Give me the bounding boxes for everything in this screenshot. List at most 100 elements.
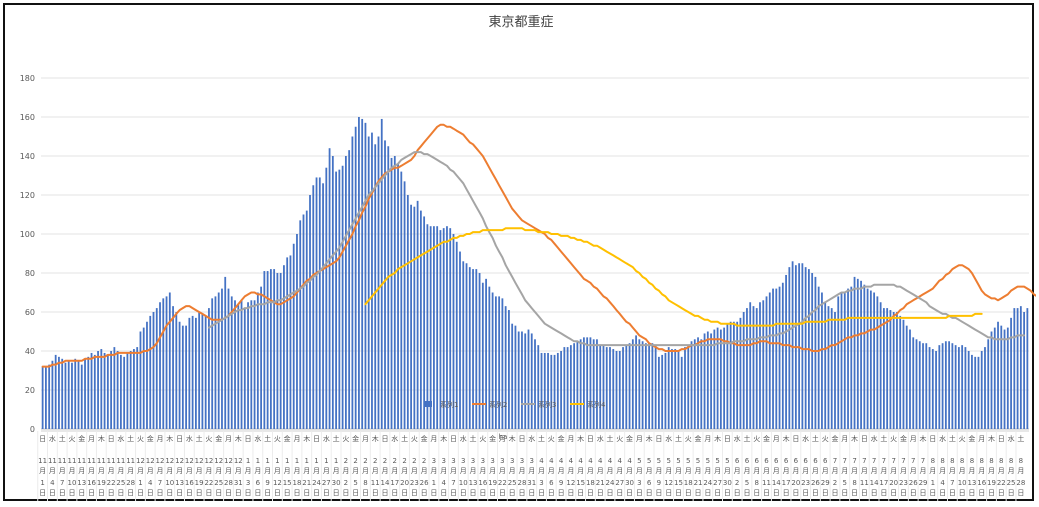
x-tick-day-suffix: 日 xyxy=(411,489,418,497)
bar xyxy=(468,267,471,429)
x-tick-weekday: 金 xyxy=(968,434,975,443)
y-tick-label: 120 xyxy=(20,191,35,200)
x-tick-day-suffix: 日 xyxy=(773,489,780,497)
x-tick-month-suffix: 月 xyxy=(685,467,692,475)
x-tick-month-suffix: 月 xyxy=(108,467,115,475)
bar xyxy=(129,351,132,429)
bar xyxy=(97,351,99,429)
bar xyxy=(263,271,266,429)
x-tick-month-suffix: 月 xyxy=(763,467,770,475)
bar xyxy=(971,354,973,429)
x-tick-day-suffix: 日 xyxy=(176,489,183,497)
x-tick-month: 2 xyxy=(393,457,397,465)
bar xyxy=(759,302,761,429)
x-tick-month-suffix: 月 xyxy=(460,467,467,475)
x-tick-day-suffix: 日 xyxy=(792,489,799,497)
bar xyxy=(384,140,386,429)
y-axis: 0 20 40 60 80 100 120 140 160 180 xyxy=(20,74,35,434)
x-tick-day: 4 xyxy=(441,479,446,487)
bar xyxy=(961,345,964,429)
x-tick-weekday: 日 xyxy=(176,435,183,443)
x-tick-month-suffix: 月 xyxy=(831,467,838,475)
x-tick-day: 13 xyxy=(175,479,184,487)
x-tick-month: 1 xyxy=(275,457,279,465)
x-tick-weekday: 月 xyxy=(841,435,848,443)
x-tick-month-suffix: 月 xyxy=(293,467,300,475)
bar xyxy=(521,331,523,429)
x-tick-day-suffix: 日 xyxy=(743,489,750,497)
x-tick-month-suffix: 月 xyxy=(822,467,829,475)
bar xyxy=(628,343,631,429)
bar xyxy=(152,312,155,429)
bar xyxy=(54,354,57,429)
x-tick-month-suffix: 月 xyxy=(851,467,858,475)
x-tick-day-suffix: 日 xyxy=(900,489,907,497)
bar xyxy=(957,347,960,429)
x-tick-month: 6 xyxy=(735,457,740,465)
bar xyxy=(139,331,142,429)
x-tick-month-suffix: 月 xyxy=(783,467,790,475)
x-tick-weekday: 金 xyxy=(489,434,496,443)
bar xyxy=(863,284,866,429)
bar xyxy=(612,349,615,429)
x-tick-weekday: 日 xyxy=(39,435,46,443)
series-line xyxy=(364,227,983,327)
bar xyxy=(648,343,651,429)
x-tick-month: 1 xyxy=(314,457,318,465)
x-tick-weekday: 火 xyxy=(548,435,555,443)
x-tick-month-suffix: 月 xyxy=(186,467,193,475)
x-tick-day-suffix: 日 xyxy=(372,489,379,497)
bar xyxy=(527,329,530,429)
bar xyxy=(899,315,902,429)
x-tick-day-suffix: 日 xyxy=(783,489,790,497)
bar xyxy=(175,312,178,429)
x-tick-month-suffix: 月 xyxy=(225,467,232,475)
bar xyxy=(918,341,921,429)
x-tick-day-suffix: 日 xyxy=(675,489,682,497)
x-tick-day-suffix: 日 xyxy=(49,489,56,497)
bar xyxy=(984,347,986,429)
x-tick-day-suffix: 日 xyxy=(293,489,300,497)
bar xyxy=(925,343,928,429)
x-tick-month-suffix: 月 xyxy=(567,467,574,475)
bar xyxy=(390,157,393,429)
bar xyxy=(312,185,315,429)
x-tick-day: 11 xyxy=(860,479,869,487)
bar xyxy=(315,177,318,429)
x-tick-day: 6 xyxy=(549,479,554,487)
bar xyxy=(198,312,201,429)
x-tick-month-suffix: 月 xyxy=(430,467,437,475)
x-tick-month: 5 xyxy=(725,457,729,465)
x-tick-month-suffix: 月 xyxy=(978,467,985,475)
bar xyxy=(77,360,80,429)
x-tick-month-suffix: 月 xyxy=(333,467,340,475)
x-tick-month: 3 xyxy=(520,457,524,465)
x-tick-day: 22 xyxy=(107,479,116,487)
x-tick-month: 3 xyxy=(461,457,465,465)
x-tick-month: 11 xyxy=(68,457,77,465)
x-tick-month: 1 xyxy=(285,457,289,465)
bar xyxy=(400,171,403,429)
x-tick-day: 19 xyxy=(488,479,497,487)
x-tick-weekday: 日 xyxy=(724,435,731,443)
x-tick-weekday: 土 xyxy=(949,434,956,443)
bar xyxy=(142,327,145,429)
bar xyxy=(700,339,703,429)
x-tick-month: 7 xyxy=(911,457,915,465)
bar xyxy=(159,302,161,429)
x-tick-month-suffix: 月 xyxy=(1017,467,1024,475)
x-tick-month-suffix: 月 xyxy=(313,467,320,475)
bar xyxy=(90,352,93,429)
x-tick-weekday: 水 xyxy=(117,434,124,443)
chart-title: 東京都重症 xyxy=(488,14,553,30)
bar xyxy=(309,195,311,429)
bar xyxy=(954,345,957,429)
x-tick-month-suffix: 月 xyxy=(499,467,506,475)
x-tick-day-suffix: 日 xyxy=(988,489,995,497)
x-tick-day: 8 xyxy=(754,479,758,487)
x-tick-day-suffix: 日 xyxy=(147,489,154,497)
x-tick-month-suffix: 月 xyxy=(147,467,154,475)
bar xyxy=(44,366,47,429)
bar xyxy=(964,347,967,429)
bar xyxy=(530,333,533,429)
